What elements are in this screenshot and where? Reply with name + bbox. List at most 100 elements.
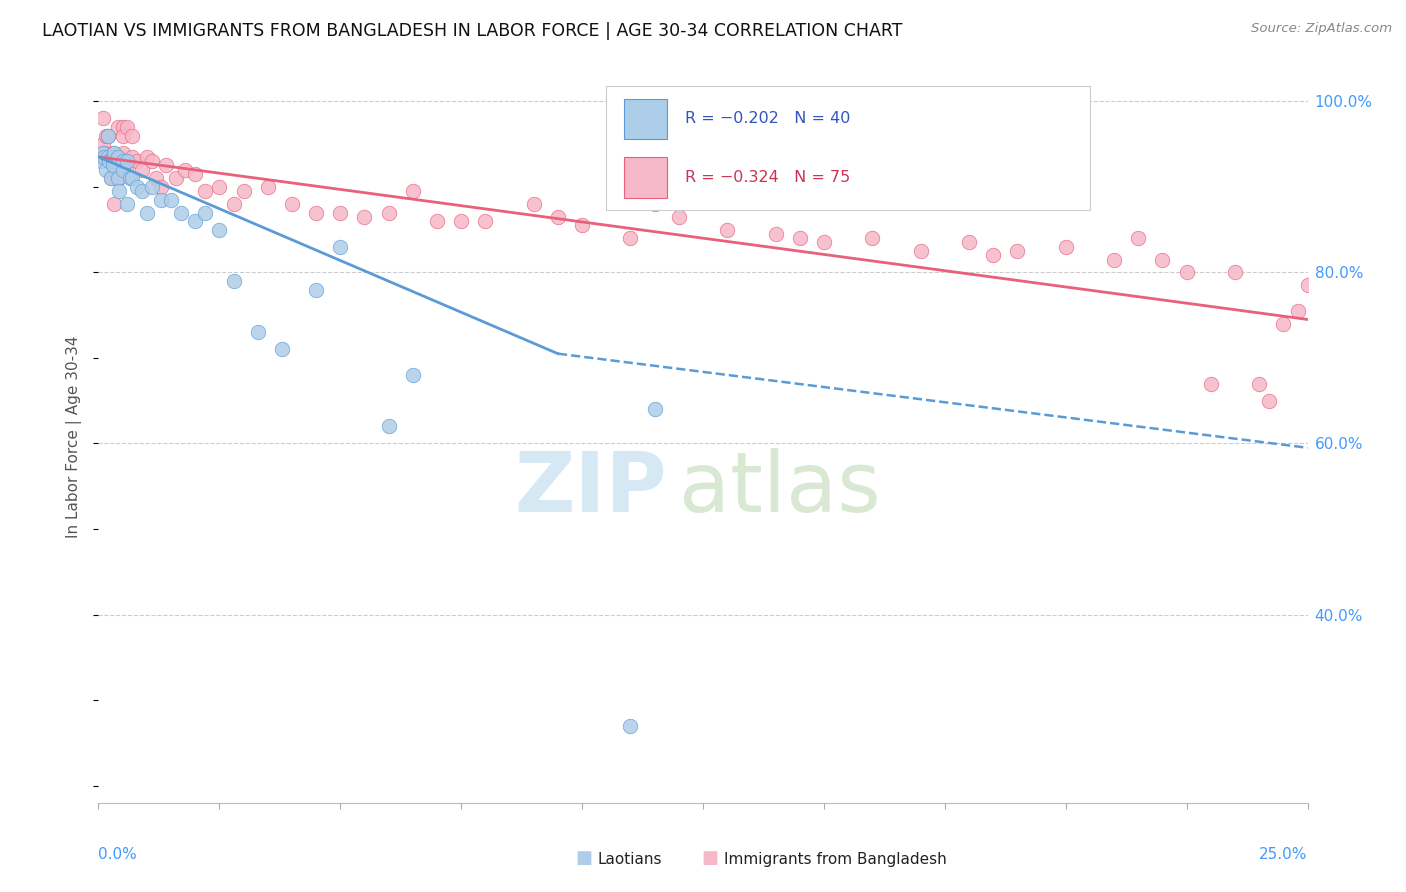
Point — [117, 158, 139, 172]
Point — [127, 154, 149, 169]
Point — [135, 150, 157, 164]
Point — [813, 235, 835, 250]
Point — [101, 154, 124, 169]
Point — [121, 128, 143, 143]
Point — [1257, 393, 1279, 408]
Point — [169, 205, 191, 219]
Point — [1007, 244, 1029, 258]
Point — [145, 171, 167, 186]
Point — [1296, 278, 1319, 293]
Point — [91, 112, 114, 126]
Point — [93, 145, 115, 160]
Point — [222, 197, 245, 211]
Point — [1272, 317, 1295, 331]
Text: R = −0.202   N = 40: R = −0.202 N = 40 — [685, 112, 851, 127]
Point — [91, 137, 114, 152]
Text: Source: ZipAtlas.com: Source: ZipAtlas.com — [1251, 22, 1392, 36]
Point — [135, 205, 157, 219]
Point — [111, 145, 134, 160]
Point — [644, 402, 666, 417]
Text: 25.0%: 25.0% — [1260, 847, 1308, 862]
Point — [1286, 304, 1309, 318]
Point — [523, 197, 546, 211]
Point — [111, 120, 134, 134]
Point — [107, 150, 129, 164]
Point — [305, 283, 328, 297]
FancyBboxPatch shape — [624, 157, 666, 197]
Point — [121, 150, 143, 164]
Point — [281, 197, 304, 211]
Point — [97, 128, 120, 143]
Point — [111, 128, 134, 143]
Point — [101, 145, 124, 160]
Point — [100, 171, 122, 186]
Point — [957, 235, 980, 250]
Text: atlas: atlas — [679, 448, 880, 529]
Point — [329, 240, 352, 254]
Point — [98, 154, 121, 169]
Point — [765, 227, 787, 241]
Point — [377, 419, 399, 434]
Point — [94, 128, 117, 143]
Point — [103, 197, 125, 211]
Point — [165, 171, 187, 186]
Point — [1306, 317, 1329, 331]
Point — [1249, 376, 1271, 391]
Point — [981, 248, 1004, 262]
Point — [118, 171, 141, 186]
Point — [208, 179, 231, 194]
Point — [107, 171, 129, 186]
Point — [93, 150, 115, 164]
Point — [117, 154, 139, 169]
Point — [402, 368, 425, 382]
Text: Laotians: Laotians — [598, 852, 662, 867]
Point — [98, 154, 121, 169]
Point — [101, 150, 124, 164]
Point — [141, 154, 163, 169]
Point — [668, 210, 690, 224]
Point — [155, 158, 177, 172]
Point — [1223, 265, 1246, 279]
Point — [117, 197, 139, 211]
Point — [103, 145, 125, 160]
Point — [150, 179, 173, 194]
Point — [184, 214, 207, 228]
Point — [94, 162, 117, 177]
Point — [329, 205, 352, 219]
Point — [174, 162, 197, 177]
Point — [789, 231, 811, 245]
Text: ■: ■ — [575, 849, 592, 867]
Point — [571, 219, 593, 233]
Point — [107, 184, 129, 198]
Text: ZIP: ZIP — [515, 448, 666, 529]
Point — [107, 120, 129, 134]
Text: ■: ■ — [702, 849, 718, 867]
Point — [1175, 265, 1198, 279]
Point — [117, 120, 139, 134]
Point — [377, 205, 399, 219]
Point — [184, 167, 207, 181]
Point — [90, 154, 112, 169]
Y-axis label: In Labor Force | Age 30-34: In Labor Force | Age 30-34 — [66, 335, 83, 539]
Point — [402, 184, 425, 198]
Point — [860, 231, 883, 245]
Point — [1199, 376, 1222, 391]
Point — [256, 179, 278, 194]
Point — [90, 150, 112, 164]
Point — [131, 184, 153, 198]
Point — [271, 343, 294, 357]
Point — [101, 158, 124, 172]
Point — [1128, 231, 1150, 245]
Point — [91, 145, 114, 160]
Point — [232, 184, 254, 198]
Point — [100, 171, 122, 186]
Point — [111, 154, 134, 169]
Point — [1152, 252, 1174, 267]
Point — [107, 171, 129, 186]
Point — [450, 214, 472, 228]
Point — [141, 179, 163, 194]
Point — [474, 214, 496, 228]
Point — [305, 205, 328, 219]
Point — [619, 231, 641, 245]
FancyBboxPatch shape — [606, 86, 1090, 211]
